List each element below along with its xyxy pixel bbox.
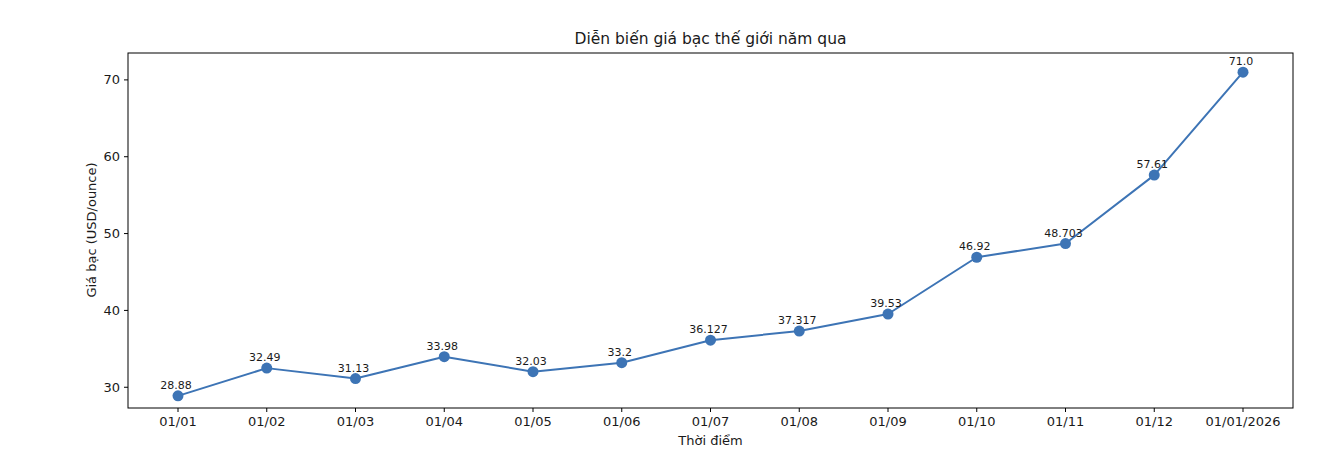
data-point-marker — [1149, 170, 1160, 181]
point-value-label: 37.317 — [778, 314, 817, 327]
data-point-marker — [971, 252, 982, 263]
line-chart-canvas: 30 40 50 60 70 01/01 01/02 01/03 01/04 01/05 01/06… — [0, 0, 1336, 468]
point-value-label: 48.703 — [1044, 227, 1083, 240]
data-point-marker — [616, 357, 627, 368]
x-tick-label: 01/07 — [692, 414, 729, 429]
x-tick-label: 01/04 — [426, 414, 463, 429]
data-point-marker — [439, 351, 450, 362]
point-value-label: 32.03 — [515, 355, 547, 368]
data-point-marker — [1060, 238, 1071, 249]
point-value-label: 33.2 — [608, 346, 633, 359]
x-tick-label: 01/11 — [1047, 414, 1084, 429]
point-value-label: 32.49 — [249, 351, 281, 364]
x-tick-label: 01/01/2026 — [1206, 414, 1281, 429]
silver-price-line — [178, 72, 1243, 396]
point-value-label: 36.127 — [689, 323, 728, 336]
point-value-label: 46.92 — [959, 240, 991, 253]
x-tick-label: 01/01 — [159, 414, 196, 429]
point-value-label: 57.61 — [1137, 158, 1169, 171]
y-tick-label: 60 — [103, 149, 120, 164]
data-point-marker — [261, 363, 272, 374]
data-point-marker — [528, 366, 539, 377]
silver-price-line-chart-figure: Diễn biến giá bạc thế giới năm qua Giá b… — [0, 0, 1336, 468]
data-point-marker — [794, 326, 805, 337]
x-tick-label: 01/02 — [248, 414, 285, 429]
point-value-label: 33.98 — [427, 340, 459, 353]
x-tick-label: 01/10 — [958, 414, 995, 429]
y-tick-label: 50 — [103, 226, 120, 241]
data-point-marker — [1238, 67, 1249, 78]
data-point-marker — [350, 373, 361, 384]
x-tick-label: 01/09 — [869, 414, 906, 429]
point-value-label: 28.88 — [160, 379, 192, 392]
x-tick-label: 01/12 — [1136, 414, 1173, 429]
x-tick-label: 01/06 — [603, 414, 640, 429]
y-tick-label: 30 — [103, 380, 120, 395]
x-tick-label: 01/05 — [514, 414, 551, 429]
point-value-label: 39.53 — [870, 297, 902, 310]
plot-border — [128, 53, 1293, 408]
data-point-marker — [705, 335, 716, 346]
y-tick-label: 40 — [103, 303, 120, 318]
y-tick-label: 70 — [103, 72, 120, 87]
data-point-marker — [883, 309, 894, 320]
data-point-marker — [173, 390, 184, 401]
point-value-label: 31.13 — [338, 362, 370, 375]
x-tick-label: 01/03 — [337, 414, 374, 429]
x-tick-label: 01/08 — [781, 414, 818, 429]
point-value-label: 71.0 — [1229, 55, 1254, 68]
